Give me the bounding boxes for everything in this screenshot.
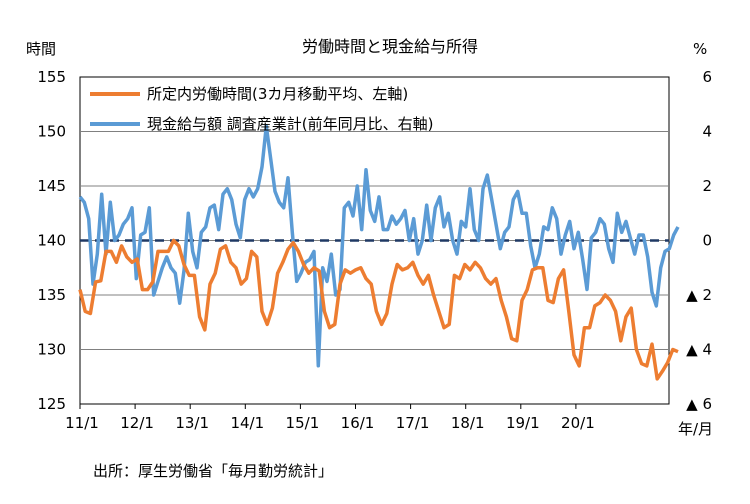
x-tick-label: 19/1 <box>506 414 540 432</box>
y-left-axis-label: 時間 <box>26 40 56 58</box>
series-line-wage <box>78 124 680 368</box>
series-line-hours <box>78 238 679 381</box>
y-right-tick-label: 6 <box>702 68 712 86</box>
x-tick-label: 13/1 <box>175 414 209 432</box>
y-left-ticks: 155 150 145 140 135 130 125 <box>37 68 66 413</box>
y-right-tick-label: 4 <box>702 123 712 141</box>
x-tick-label: 14/1 <box>230 414 264 432</box>
x-tick-label: 17/1 <box>396 414 430 432</box>
chart-title: 労働時間と現金給与所得 <box>302 37 478 56</box>
legend-label-hours: 所定内労働時間(3カ月移動平均、左軸) <box>147 85 408 103</box>
y-right-ticks: 6 4 2 0 ▲ 2 ▲ 4 ▲ 6 <box>686 68 712 413</box>
y-left-tick-label: 140 <box>37 232 66 250</box>
legend: 所定内労働時間(3カ月移動平均、左軸) 現金給与額 調査産業計(前年同月比、右軸… <box>90 85 433 133</box>
source-note: 出所：厚生労働省「毎月勤労統計」 <box>93 462 333 480</box>
x-tick-label: 11/1 <box>65 414 99 432</box>
x-tick-label: 15/1 <box>286 414 320 432</box>
y-left-tick-label: 130 <box>37 341 66 359</box>
y-left-tick-label: 145 <box>37 177 66 195</box>
legend-label-wage: 現金給与額 調査産業計(前年同月比、右軸) <box>147 115 433 133</box>
y-right-tick-label: ▲ 4 <box>686 341 712 359</box>
y-left-tick-label: 125 <box>37 395 66 413</box>
y-left-tick-label: 155 <box>37 68 66 86</box>
y-right-tick-label: 2 <box>702 177 712 195</box>
x-tick-label: 18/1 <box>451 414 485 432</box>
y-left-tick-label: 150 <box>37 123 66 141</box>
x-tick-label: 16/1 <box>341 414 375 432</box>
x-tick-label: 20/1 <box>561 414 595 432</box>
y-right-axis-label: % <box>693 40 707 58</box>
y-right-tick-label: ▲ 2 <box>686 286 712 304</box>
x-tick-label: 12/1 <box>120 414 154 432</box>
y-right-tick-label: ▲ 6 <box>686 395 712 413</box>
x-axis-label: 年/月 <box>678 420 713 438</box>
y-right-tick-label: 0 <box>702 232 712 250</box>
y-left-tick-label: 135 <box>37 286 66 304</box>
x-ticks: 11/1 12/1 13/1 14/1 15/1 16/1 17/1 18/1 19/1 20/1 <box>65 404 595 432</box>
